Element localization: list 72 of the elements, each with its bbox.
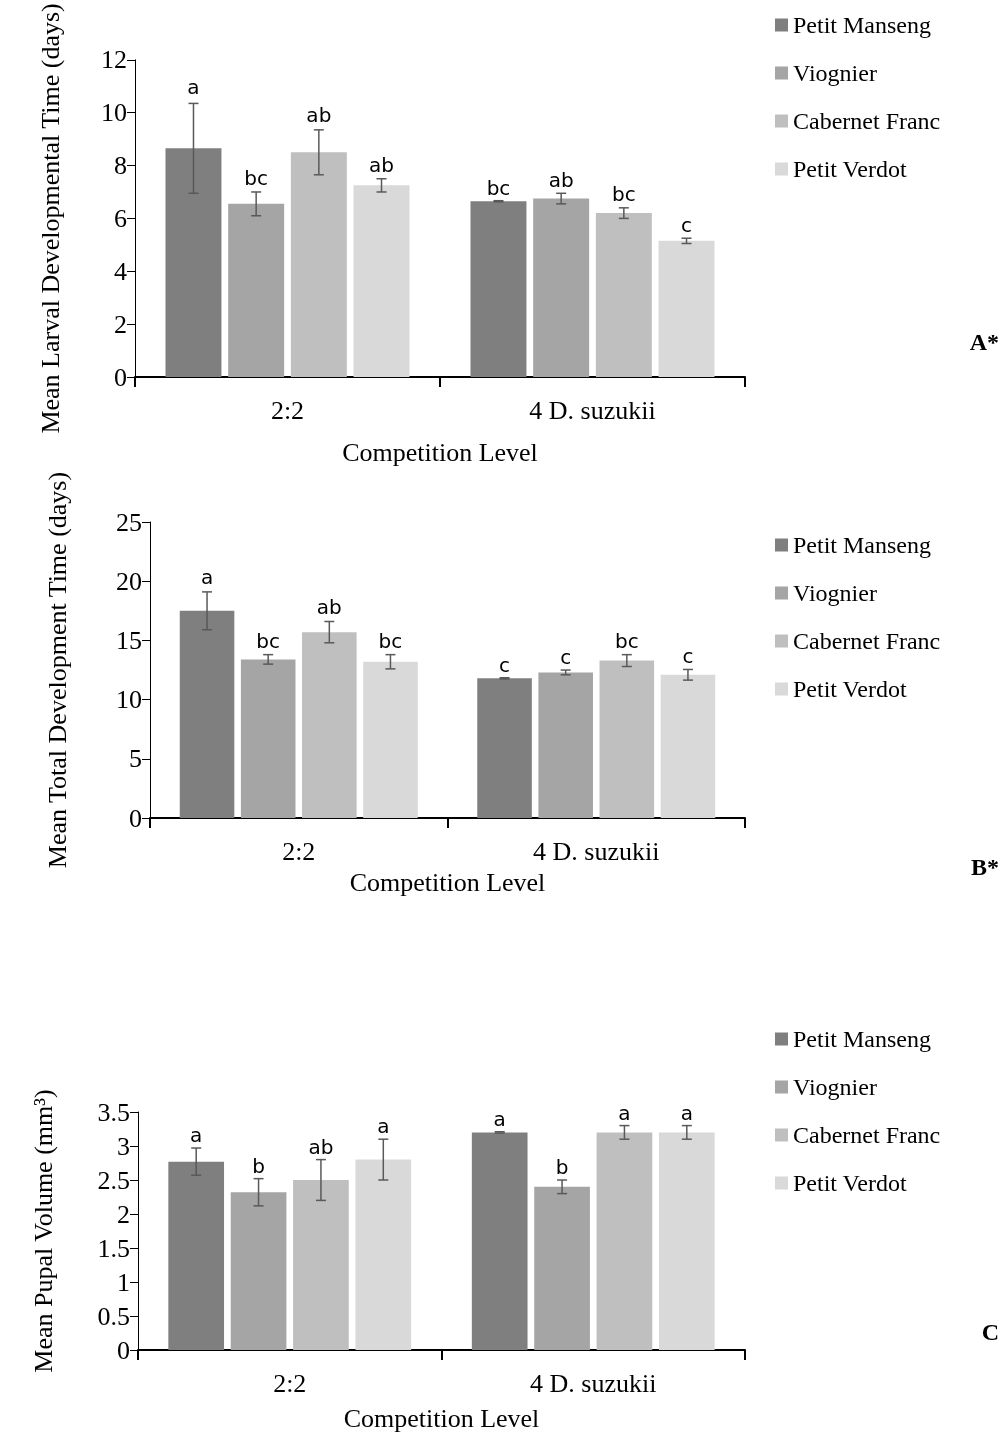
data-label: c	[560, 644, 572, 669]
y-tick-label: 2	[117, 1199, 130, 1229]
y-tick-label: 12	[101, 45, 127, 75]
data-label: a	[200, 564, 214, 589]
y-tick-label: 25	[116, 507, 142, 537]
text: A*	[969, 329, 1000, 355]
data-label: ab	[308, 1134, 334, 1159]
y-tick-label: 3	[117, 1131, 130, 1161]
x-tick-label: 4 D. suzukii	[533, 836, 660, 866]
legend-label: Petit Manseng	[793, 1026, 931, 1052]
y-tick-label: 3.5	[97, 1097, 130, 1127]
x-tick-label: 2:2	[282, 836, 316, 866]
y-tick-label: 0	[129, 803, 142, 833]
y-axis-title: Mean Total Development Time (days)	[42, 471, 72, 869]
legend-label: Petit Verdot	[793, 1170, 907, 1196]
legend-label: Cabernet Franc	[793, 1122, 941, 1148]
y-tick-label: 6	[114, 203, 127, 233]
x-axis-title: Competition Level	[349, 867, 546, 897]
y-tick-label: 20	[116, 566, 142, 596]
y-tick-label: 4	[114, 256, 127, 286]
y-tick-label: 0.5	[97, 1301, 130, 1331]
data-label: c	[682, 643, 694, 668]
data-label: ab	[306, 103, 332, 128]
y-tick-label: 2.5	[97, 1165, 130, 1195]
data-label: c	[681, 213, 693, 238]
y-tick-label: 0	[114, 362, 127, 392]
data-label: bc	[244, 166, 269, 191]
data-label: a	[187, 74, 200, 99]
y-tick-label: 2	[114, 309, 127, 339]
data-label: ab	[316, 595, 342, 620]
data-label: ab	[369, 153, 394, 178]
data-label: c	[499, 652, 511, 677]
data-label: bc	[486, 175, 511, 200]
data-label: ab	[548, 167, 574, 192]
y-tick-label: 10	[101, 98, 127, 128]
data-label: bc	[611, 182, 636, 207]
legend-label: Viognier	[793, 1074, 877, 1100]
y-tick-label: 0	[117, 1335, 130, 1365]
legend-label: Viognier	[793, 580, 877, 606]
y-tick-label: 1.5	[97, 1233, 130, 1263]
x-axis-title: Competition Level	[343, 1403, 540, 1433]
data-label: a	[190, 1123, 203, 1148]
x-tick-label: 4 D. suzukii	[529, 395, 656, 425]
y-axis-title: Mean Pupal Volume (mm³)	[28, 1089, 58, 1373]
x-axis-title: Competition Level	[342, 437, 538, 467]
legend-label: Petit Manseng	[793, 12, 931, 38]
data-label: b	[252, 1153, 265, 1178]
legend-label: Viognier	[793, 60, 877, 86]
x-tick-label: 2:2	[273, 1368, 307, 1398]
y-tick-label: 8	[114, 151, 127, 181]
data-label: bc	[378, 628, 403, 653]
y-axis-title: Mean Larval Developmental Time (days)	[35, 3, 65, 434]
y-tick-label: 15	[116, 625, 142, 655]
y-tick-label: 10	[116, 685, 142, 715]
legend-label: Cabernet Franc	[793, 628, 941, 654]
legend-label: Cabernet Franc	[793, 108, 941, 134]
data-label: b	[555, 1155, 569, 1179]
text: C	[981, 1319, 1000, 1345]
x-tick-label: 2:2	[270, 395, 305, 425]
x-tick-label: 4 D. suzukii	[530, 1368, 657, 1398]
legend-label: Petit Verdot	[793, 156, 907, 182]
legend-label: Petit Verdot	[793, 676, 907, 702]
data-label: bc	[256, 629, 281, 654]
legend-label: Petit Manseng	[793, 532, 931, 558]
data-label: a	[377, 1114, 390, 1139]
y-tick-label: 5	[129, 744, 142, 774]
text: B*	[970, 854, 1000, 880]
data-label: a	[618, 1100, 631, 1125]
data-label: a	[493, 1106, 506, 1131]
data-label: bc	[614, 628, 639, 653]
data-label: a	[680, 1100, 693, 1125]
y-tick-label: 1	[117, 1267, 130, 1297]
